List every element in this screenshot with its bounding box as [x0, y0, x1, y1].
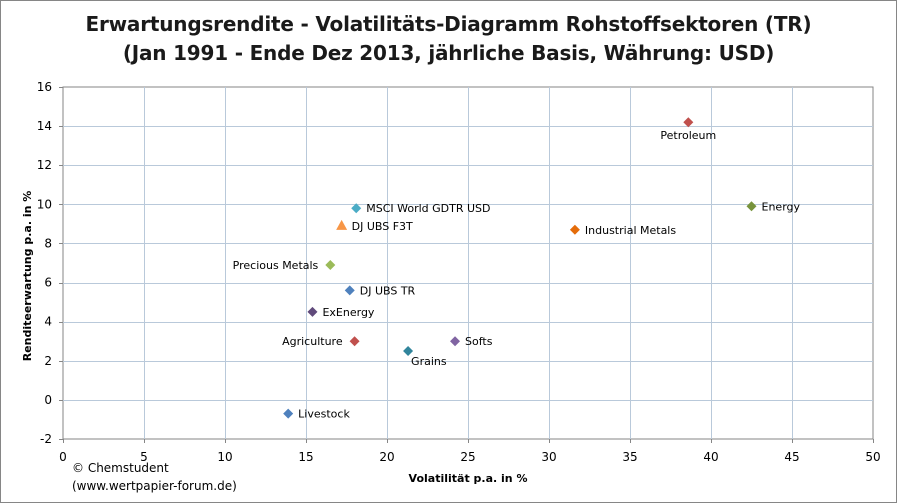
- x-tick-label: 50: [865, 450, 880, 464]
- x-tick-label: 15: [298, 450, 313, 464]
- point-industrial-metals: [569, 224, 580, 235]
- x-tick-label: 0: [59, 450, 67, 464]
- label-livestock: Livestock: [298, 408, 350, 421]
- point-exenergy: [307, 306, 318, 317]
- y-tick-label: 0: [44, 393, 52, 407]
- y-tick-label: -2: [40, 432, 52, 446]
- point-dj-ubs-tr: [344, 285, 355, 296]
- x-tick-label: 45: [784, 450, 799, 464]
- point-agriculture: [349, 336, 360, 347]
- credit-source: (www.wertpapier-forum.de): [72, 479, 237, 493]
- point-energy: [746, 201, 757, 212]
- x-tick-label: 35: [622, 450, 637, 464]
- label-industrial-metals: Industrial Metals: [585, 224, 676, 237]
- y-tick-label: 14: [37, 119, 52, 133]
- y-tick-label: 4: [44, 315, 52, 329]
- y-axis-title: Renditeerwartung p.a. in %: [21, 191, 34, 362]
- label-msci-world-gdtr-usd: MSCI World GDTR USD: [366, 202, 490, 215]
- point-softs: [450, 336, 461, 347]
- x-tick-label: 10: [217, 450, 232, 464]
- point-petroleum: [683, 117, 694, 128]
- y-tick-label: 10: [37, 197, 52, 211]
- point-dj-ubs-f3t: [336, 219, 348, 230]
- label-dj-ubs-f3t: DJ UBS F3T: [352, 220, 413, 233]
- y-tick-label: 16: [37, 80, 52, 94]
- x-tick-label: 40: [703, 450, 718, 464]
- y-tick-label: 2: [44, 354, 52, 368]
- label-grains: Grains: [411, 355, 447, 368]
- x-tick-label: 20: [379, 450, 394, 464]
- label-petroleum: Petroleum: [660, 129, 716, 142]
- x-tick-label: 25: [460, 450, 475, 464]
- label-agriculture: Agriculture: [282, 335, 343, 348]
- chart-title-line1: Erwartungsrendite - Volatilitäts-Diagram…: [85, 12, 812, 36]
- point-msci-world-gdtr-usd: [351, 203, 362, 214]
- point-livestock: [283, 408, 294, 419]
- x-axis-title: Volatilität p.a. in %: [409, 472, 528, 485]
- label-dj-ubs-tr: DJ UBS TR: [360, 284, 416, 297]
- chart-title-line2: (Jan 1991 - Ende Dez 2013, jährliche Bas…: [122, 41, 775, 65]
- credit-author: © Chemstudent: [72, 461, 169, 475]
- x-tick-label: 30: [541, 450, 556, 464]
- label-exenergy: ExEnergy: [322, 306, 374, 319]
- point-grains: [403, 346, 414, 356]
- y-tick-label: 12: [37, 158, 52, 172]
- label-precious-metals: Precious Metals: [233, 259, 319, 272]
- y-tick-label: 8: [44, 236, 52, 250]
- label-softs: Softs: [465, 335, 493, 348]
- label-energy: Energy: [762, 200, 801, 213]
- x-tick-label: 5: [140, 450, 148, 464]
- y-tick-label: 6: [44, 276, 52, 290]
- point-precious-metals: [325, 259, 336, 270]
